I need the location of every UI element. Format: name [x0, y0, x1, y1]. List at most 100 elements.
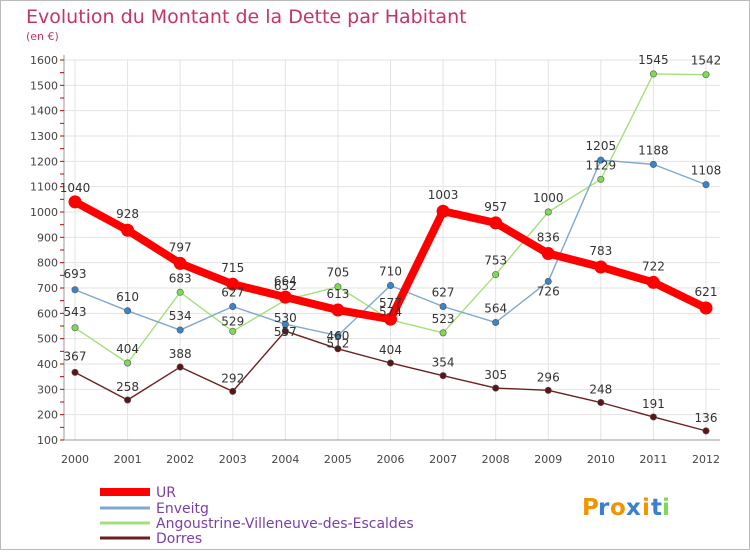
data-label: 404 [379, 343, 402, 357]
data-point [173, 256, 187, 270]
y-tick-label: 500 [37, 333, 58, 346]
data-point [121, 223, 135, 237]
data-label: 1108 [691, 164, 722, 178]
data-label: 574 [379, 305, 402, 319]
data-point [229, 327, 237, 335]
chart-subtitle: (en €) [26, 30, 59, 43]
data-point [71, 286, 79, 294]
data-label: 248 [589, 383, 612, 397]
data-label: 530 [274, 311, 297, 325]
data-point [436, 204, 450, 218]
data-label: 543 [64, 305, 87, 319]
logo-letter: r [598, 495, 610, 521]
data-label: 523 [432, 312, 455, 326]
data-point [544, 277, 552, 285]
data-label: 627 [221, 285, 244, 299]
data-label: 1003 [428, 188, 459, 202]
data-label: 726 [537, 284, 560, 298]
x-tick-label: 2007 [429, 453, 457, 466]
data-point [649, 160, 657, 168]
data-point [492, 271, 500, 279]
data-label: 258 [116, 380, 139, 394]
data-label: 610 [116, 290, 139, 304]
data-point [699, 301, 713, 315]
data-point [278, 290, 292, 304]
y-tick-label: 900 [37, 231, 58, 244]
data-label: 797 [169, 240, 192, 254]
data-label: 753 [484, 254, 507, 268]
data-point [124, 396, 132, 404]
data-point [597, 399, 605, 407]
data-point [71, 324, 79, 332]
data-label: 296 [537, 370, 560, 384]
data-label: 652 [274, 279, 297, 293]
data-label: 627 [432, 285, 455, 299]
data-label: 354 [432, 356, 455, 370]
data-label: 1542 [691, 54, 722, 68]
data-point [702, 71, 710, 79]
data-label: 783 [589, 244, 612, 258]
data-label: 621 [695, 285, 718, 299]
legend-label: Dorres [156, 531, 202, 547]
y-tick-label: 1000 [30, 206, 58, 219]
x-tick-label: 2010 [587, 453, 615, 466]
y-tick-label: 1100 [30, 181, 58, 194]
x-tick-label: 2003 [219, 453, 247, 466]
data-label: 557 [274, 325, 297, 339]
data-point [597, 175, 605, 183]
data-label: 367 [64, 349, 87, 363]
data-label: 710 [379, 264, 402, 278]
data-label: 1205 [586, 139, 617, 153]
data-point [176, 326, 184, 334]
data-point [646, 275, 660, 289]
data-label: 722 [642, 259, 665, 273]
data-point [649, 413, 657, 421]
x-tick-label: 2012 [692, 453, 720, 466]
data-label: 529 [221, 314, 244, 328]
data-label: 460 [326, 329, 349, 343]
data-point [334, 332, 342, 340]
data-point [176, 288, 184, 296]
data-label: 693 [64, 267, 87, 281]
data-label: 191 [642, 397, 665, 411]
data-point [702, 181, 710, 189]
data-label: 1188 [638, 143, 669, 157]
data-point [281, 320, 289, 328]
y-tick-label: 600 [37, 307, 58, 320]
data-point [124, 307, 132, 315]
logo-letter: x [626, 495, 641, 521]
axes: 1002003004005006007008009001000110012001… [30, 54, 720, 466]
y-tick-label: 1500 [30, 79, 58, 92]
data-label: 577 [379, 296, 402, 310]
x-tick-label: 2006 [377, 453, 405, 466]
data-point [281, 327, 289, 335]
logo-letter: P [582, 495, 599, 521]
data-point [386, 281, 394, 289]
data-label: 534 [169, 309, 192, 323]
data-label: 1000 [533, 191, 564, 205]
y-tick-label: 1300 [30, 130, 58, 143]
x-tick-label: 2000 [61, 453, 89, 466]
data-point [439, 329, 447, 337]
x-tick-label: 2001 [114, 453, 142, 466]
logo-letter: i [642, 495, 650, 521]
data-point [649, 70, 657, 78]
data-label: 388 [169, 347, 192, 361]
y-tick-label: 1200 [30, 155, 58, 168]
data-point [331, 303, 345, 317]
x-tick-label: 2008 [482, 453, 510, 466]
chart-title: Evolution du Montant de la Dette par Hab… [26, 6, 467, 28]
y-tick-label: 1600 [30, 54, 58, 67]
data-point [226, 277, 240, 291]
data-label: 136 [695, 411, 718, 425]
data-point [702, 427, 710, 435]
data-point [71, 368, 79, 376]
data-label: 292 [221, 371, 244, 385]
data-point [124, 359, 132, 367]
data-point [439, 372, 447, 380]
y-tick-label: 1400 [30, 105, 58, 118]
series-lines [68, 70, 713, 435]
x-tick-label: 2005 [324, 453, 352, 466]
